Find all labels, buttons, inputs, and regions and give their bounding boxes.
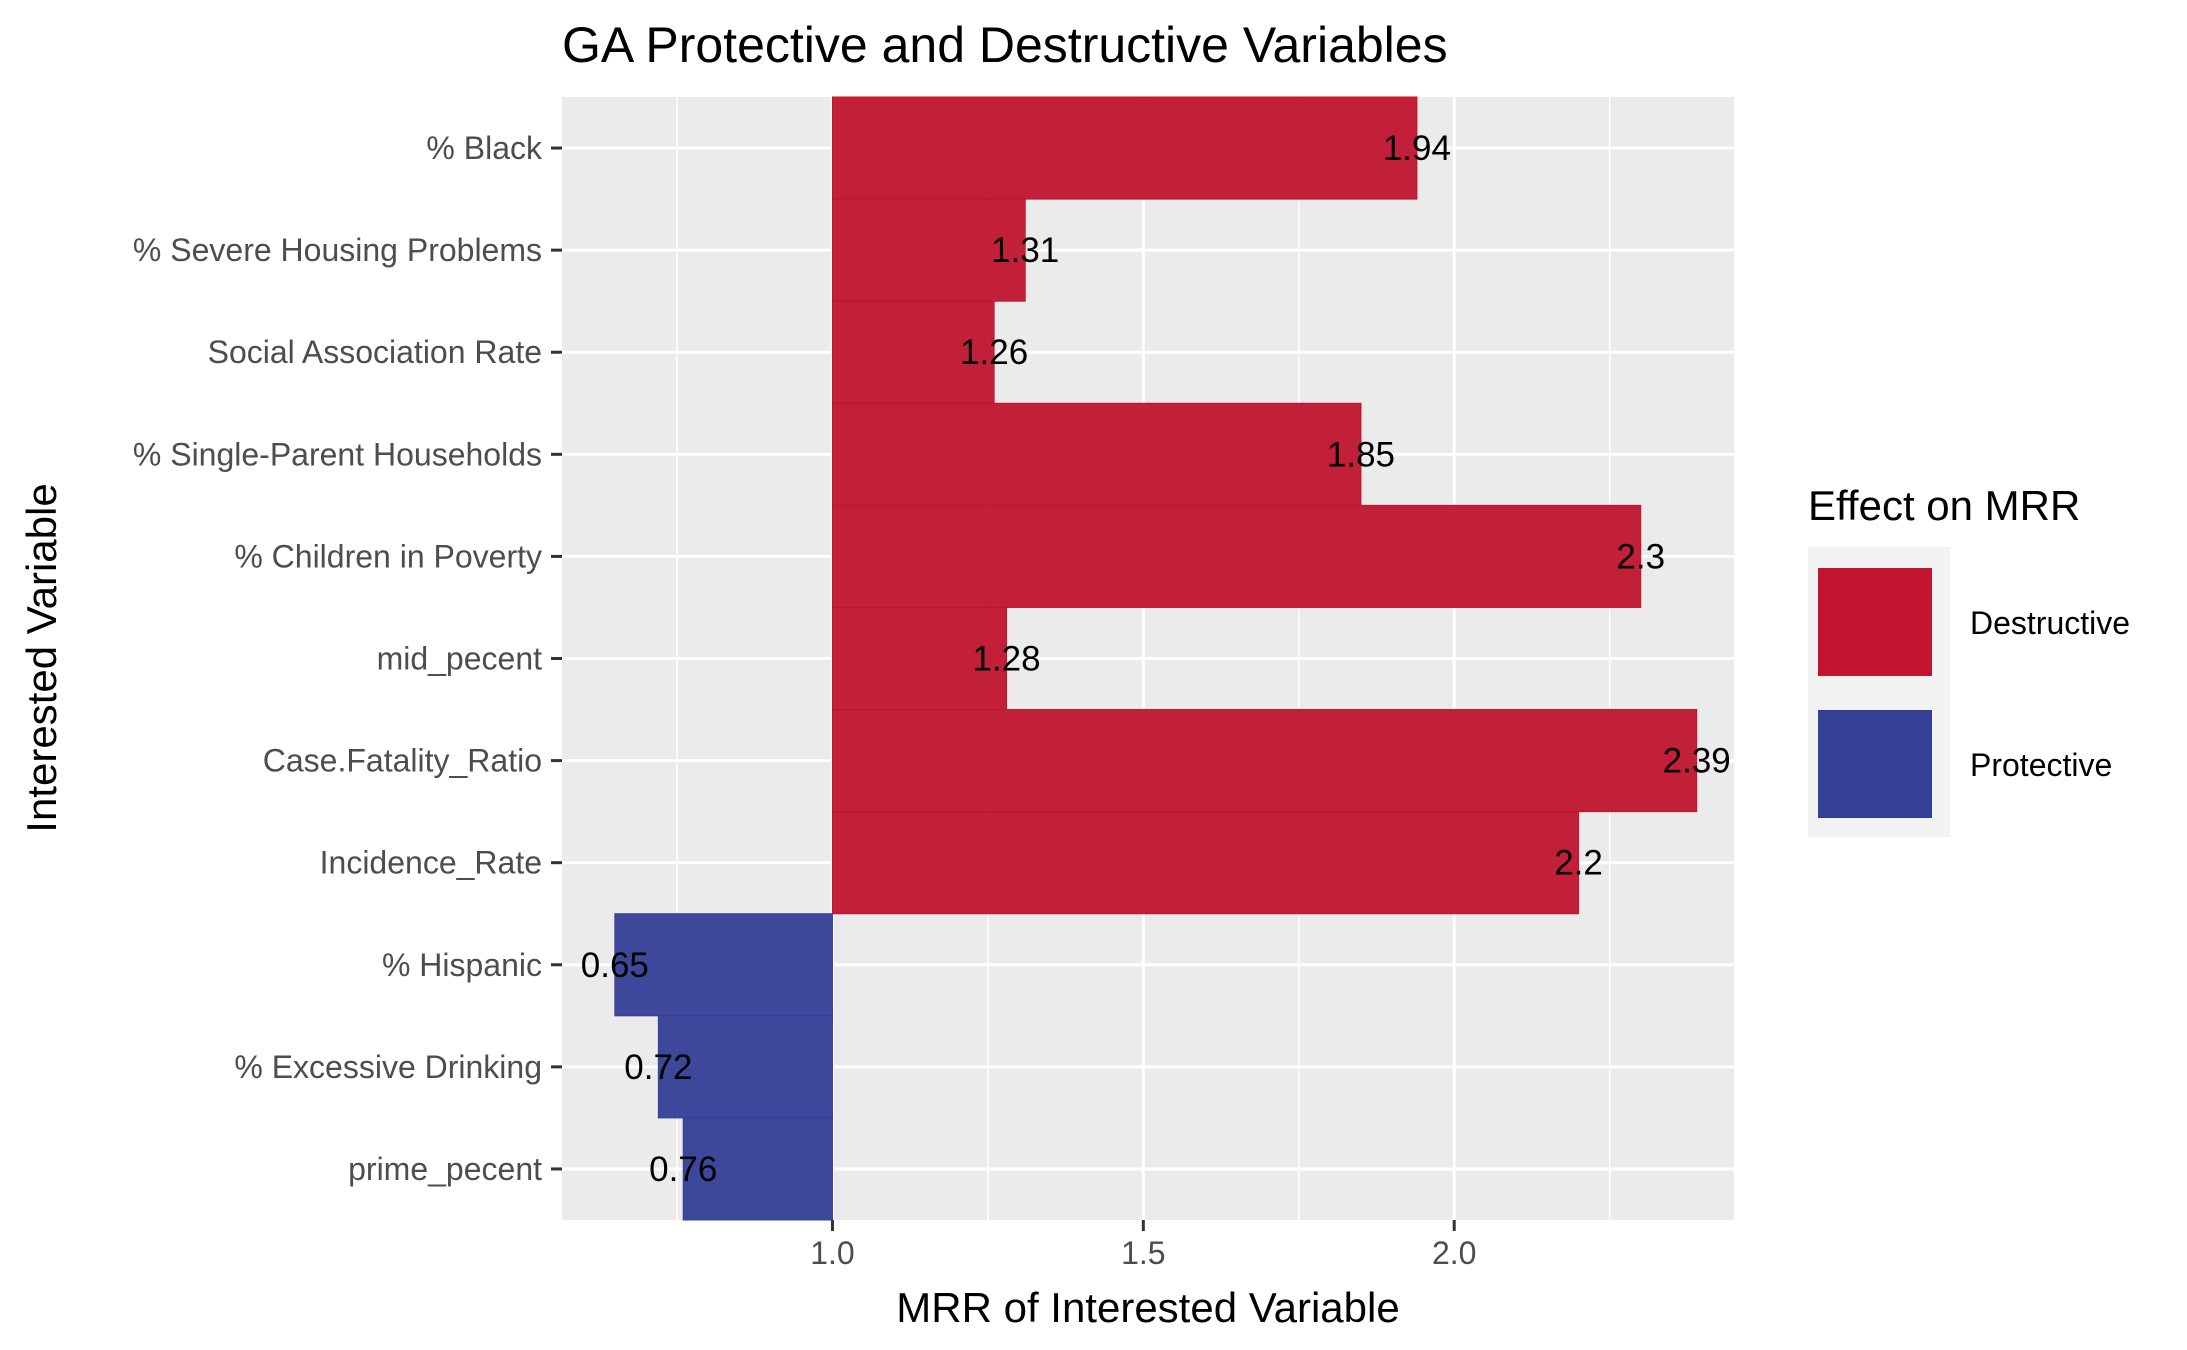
data-label: 2.3 [1616, 537, 1665, 576]
data-label: 0.76 [649, 1150, 717, 1189]
data-label: 1.26 [960, 333, 1028, 372]
legend-title: Effect on MRR [1808, 482, 2080, 529]
y-tick-label: % Single-Parent Households [133, 436, 542, 472]
data-label: 0.72 [624, 1048, 692, 1087]
bar [831, 811, 1580, 915]
y-tick-label: % Black [426, 130, 543, 166]
bar [614, 913, 833, 1017]
bar [831, 709, 1698, 813]
x-tick-label: 2.0 [1432, 1235, 1476, 1271]
y-tick-label: % Children in Poverty [234, 538, 542, 574]
data-label: 2.2 [1554, 844, 1603, 883]
y-tick-label: prime_pecent [348, 1151, 542, 1187]
x-tick-label: 1.5 [1121, 1235, 1165, 1271]
y-tick-label: Incidence_Rate [320, 845, 542, 881]
y-tick-label: mid_pecent [377, 641, 543, 677]
data-label: 2.39 [1663, 742, 1731, 781]
y-tick-label: % Hispanic [382, 947, 542, 983]
bar [657, 1015, 833, 1119]
data-label: 0.65 [581, 946, 649, 985]
bars [614, 96, 1698, 1221]
x-axis: 1.0 1.5 2.0 [810, 1220, 1476, 1271]
legend-key-protective [1818, 710, 1932, 818]
chart-title: GA Protective and Destructive Variables [562, 17, 1448, 73]
bar [831, 198, 1026, 302]
y-tick-label: Social Association Rate [208, 334, 542, 370]
y-tick-label: % Severe Housing Problems [133, 232, 542, 268]
bar [831, 300, 995, 404]
y-tick-label: Case.Fatality_Ratio [263, 743, 542, 779]
data-label: 1.94 [1383, 129, 1451, 168]
x-axis-title: MRR of Interested Variable [896, 1284, 1399, 1331]
bar [682, 1117, 833, 1221]
data-label: 1.85 [1327, 435, 1395, 474]
value-labels: 1.94 1.31 1.26 1.85 2.3 1.28 2.39 2.2 0.65 0.72 0.… [581, 129, 1731, 1189]
data-label: 1.28 [972, 640, 1040, 679]
legend-key-destructive [1818, 568, 1932, 676]
legend-label-destructive: Destructive [1970, 605, 2130, 641]
y-axis-title: Interested Variable [18, 483, 65, 832]
x-tick-label: 1.0 [810, 1235, 854, 1271]
y-tick-label: % Excessive Drinking [234, 1049, 542, 1085]
bar [831, 96, 1418, 200]
y-axis: % Black % Severe Housing Problems Social A… [133, 130, 562, 1187]
legend-label-protective: Protective [1970, 747, 2112, 783]
bar [831, 504, 1642, 608]
bar [831, 402, 1362, 506]
legend: Effect on MRR Destructive Protective [1808, 482, 2130, 837]
data-label: 1.31 [991, 231, 1059, 270]
